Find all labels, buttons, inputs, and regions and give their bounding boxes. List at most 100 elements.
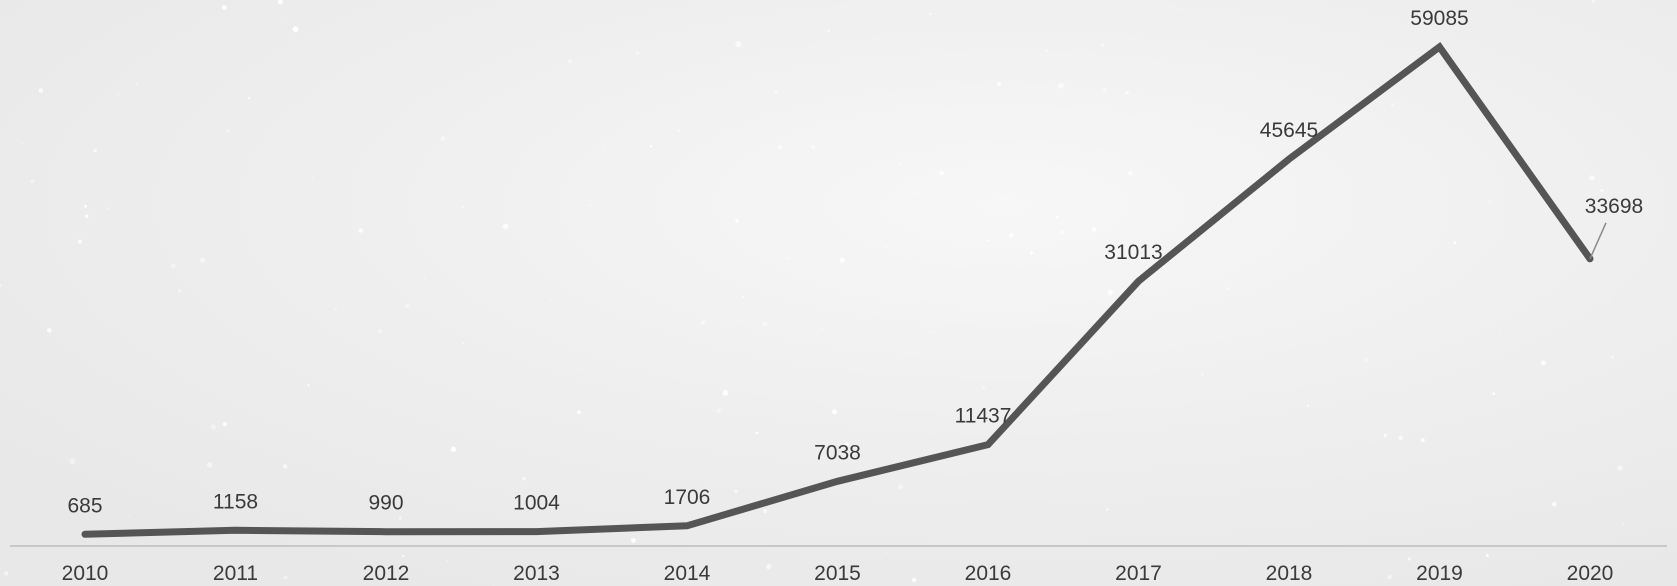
speckle xyxy=(1106,508,1109,511)
speckle xyxy=(884,246,887,248)
speckle xyxy=(1201,373,1204,376)
speckle xyxy=(1102,88,1108,93)
data-label: 45645 xyxy=(1260,119,1318,142)
speckle xyxy=(755,431,759,435)
speckle xyxy=(207,462,213,468)
speckle xyxy=(845,442,849,447)
speckle xyxy=(84,204,87,208)
speckle xyxy=(898,484,904,490)
speckle xyxy=(30,179,35,184)
speckle xyxy=(226,129,230,133)
speckle xyxy=(1044,49,1049,53)
speckle xyxy=(1387,574,1393,580)
speckle xyxy=(1492,392,1496,396)
speckle xyxy=(1485,554,1489,557)
speckle xyxy=(1600,188,1604,193)
speckle xyxy=(85,214,89,218)
speckle xyxy=(1608,300,1610,303)
speckle xyxy=(603,145,606,149)
speckle xyxy=(932,331,934,334)
leader-lines xyxy=(1589,222,1607,260)
speckle xyxy=(898,162,902,165)
speckle xyxy=(996,81,1002,87)
speckle xyxy=(1345,240,1347,243)
data-label: 1158 xyxy=(213,490,258,513)
speckle xyxy=(1622,522,1625,525)
speckle xyxy=(210,424,216,430)
speckle xyxy=(1589,175,1595,181)
speckle xyxy=(735,41,742,48)
speckle xyxy=(981,257,984,260)
speckle xyxy=(722,390,729,396)
data-label: 33698 xyxy=(1585,195,1643,218)
speckle xyxy=(1180,7,1183,10)
speckle xyxy=(700,320,706,325)
speckle xyxy=(307,384,310,387)
speckle xyxy=(1125,90,1129,95)
speckle xyxy=(282,21,284,23)
speckle xyxy=(742,321,744,323)
speckle xyxy=(1022,224,1025,226)
speckle xyxy=(1307,405,1310,408)
speckle xyxy=(47,328,52,333)
speckle xyxy=(283,464,288,469)
speckle xyxy=(1100,43,1105,47)
x-tick-label: 2012 xyxy=(363,562,410,585)
speckle xyxy=(450,446,457,452)
speckle xyxy=(292,26,299,33)
speckle xyxy=(801,242,803,244)
speckle xyxy=(311,177,314,179)
speckle xyxy=(821,327,824,330)
speckle xyxy=(424,277,427,279)
speckle xyxy=(1058,83,1064,89)
speckle xyxy=(1611,355,1615,359)
speckle xyxy=(577,368,580,371)
speckle xyxy=(1096,3,1099,6)
speckle xyxy=(1056,215,1059,219)
background-speckles xyxy=(4,0,1625,583)
speckle xyxy=(199,257,206,264)
speckle xyxy=(1407,557,1411,561)
speckle xyxy=(358,228,363,233)
speckle xyxy=(1107,289,1113,296)
data-label: 7038 xyxy=(814,441,861,464)
leader-line xyxy=(1589,222,1607,260)
speckle xyxy=(1551,501,1557,507)
speckle xyxy=(446,559,448,562)
data-label: 31013 xyxy=(1104,241,1162,264)
speckle xyxy=(247,96,251,100)
speckle xyxy=(1038,57,1040,60)
data-label: 685 xyxy=(67,494,102,517)
x-tick-label: 2019 xyxy=(1416,562,1463,585)
speckle xyxy=(461,205,465,209)
x-tick-label: 2018 xyxy=(1266,562,1313,585)
speckle xyxy=(1390,103,1394,106)
speckle xyxy=(170,263,176,269)
speckle xyxy=(128,515,131,518)
speckle xyxy=(1488,200,1491,204)
data-label: 990 xyxy=(368,492,403,515)
speckle xyxy=(4,571,9,576)
data-label: 1004 xyxy=(513,492,560,515)
data-labels: 685 1158 990 1004 1706 7038 11437 31013 45645 590… xyxy=(67,7,1643,517)
x-tick-label: 2014 xyxy=(664,562,711,585)
speckle xyxy=(402,554,405,558)
speckle xyxy=(136,83,138,86)
x-tick-label: 2011 xyxy=(213,562,258,585)
speckle xyxy=(631,538,636,543)
x-tick-label: 2017 xyxy=(1115,562,1162,585)
speckle xyxy=(827,29,830,32)
speckle xyxy=(378,329,383,334)
x-tick-label: 2013 xyxy=(513,562,560,585)
speckle xyxy=(567,59,573,64)
data-label: 1706 xyxy=(664,486,711,509)
speckle xyxy=(762,321,768,328)
speckle xyxy=(1540,360,1546,366)
speckle xyxy=(1030,251,1034,255)
speckle xyxy=(1127,170,1133,176)
speckle xyxy=(334,307,337,311)
x-tick-label: 2016 xyxy=(965,562,1012,585)
speckle xyxy=(981,385,986,390)
